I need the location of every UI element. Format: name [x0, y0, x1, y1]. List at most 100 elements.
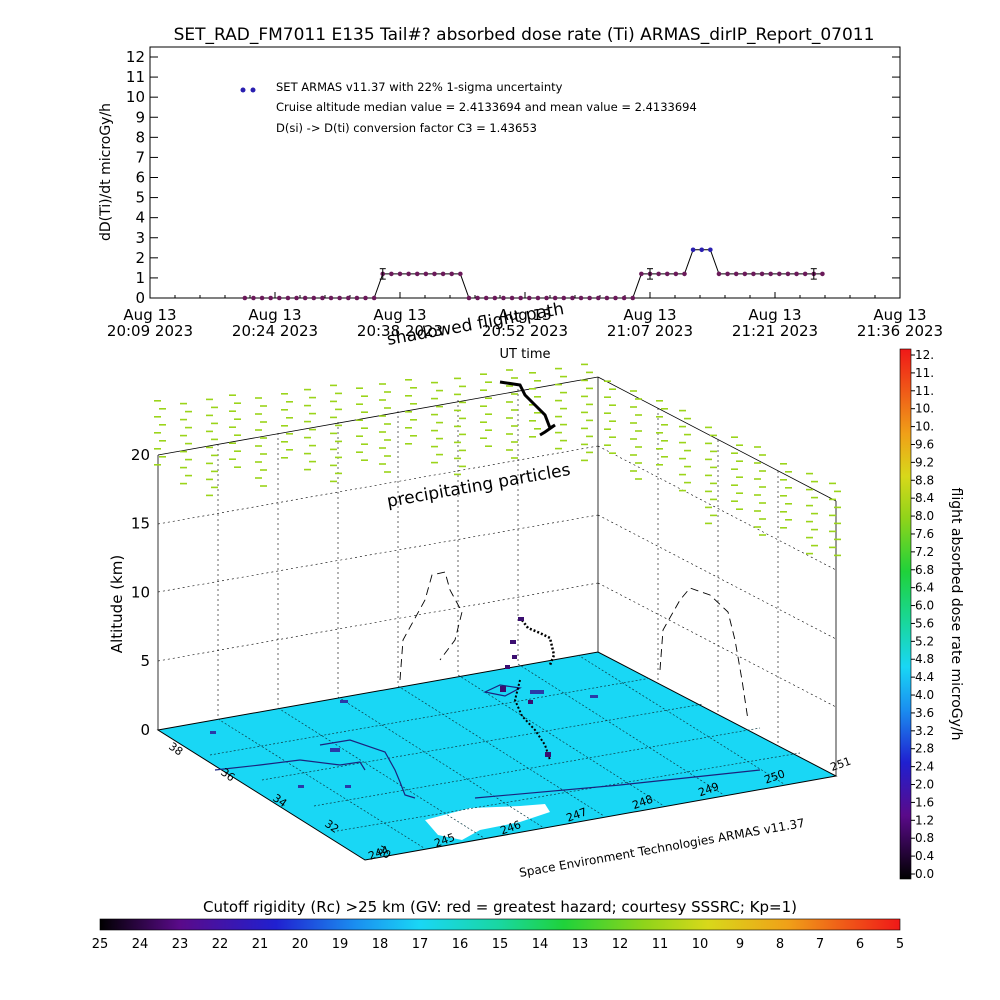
cutoff-colorbar-tick-label: 18 — [372, 937, 389, 952]
particle-mark — [384, 455, 391, 457]
particle-mark — [459, 417, 466, 420]
dose-colorbar-tick-label: 1.6 — [915, 795, 934, 809]
particle-mark — [436, 453, 443, 456]
particle-mark — [154, 432, 161, 434]
particle-mark — [661, 408, 668, 410]
particle-mark — [211, 486, 218, 489]
top-chart-ylabel: dD(Ti)/dt microGy/h — [98, 103, 114, 241]
particle-mark — [410, 403, 417, 405]
particle-mark — [811, 512, 818, 515]
particle-mark — [361, 427, 368, 429]
ground-marks — [210, 690, 598, 788]
dose-colorbar-tick-label: 10. — [915, 402, 934, 416]
top-xtick-label-date: Aug 13 — [748, 306, 801, 324]
particle-mark — [806, 504, 813, 507]
particle-mark — [454, 393, 461, 396]
top-ytick-label: 10 — [126, 88, 145, 106]
particle-mark — [586, 403, 593, 406]
particle-mark — [185, 426, 192, 429]
particle-mark — [405, 395, 412, 397]
particle-mark — [335, 408, 342, 411]
particle-mark — [211, 438, 218, 441]
particle-mark — [356, 403, 363, 405]
particle-mark — [436, 405, 443, 408]
particle-mark — [656, 432, 663, 434]
altitude-tick-label: 0 — [140, 721, 150, 739]
particle-mark — [534, 380, 541, 382]
dose-colorbar-tick-label: 1.2 — [915, 813, 934, 827]
particle-mark — [211, 422, 218, 425]
dose-colorbar-tick-label: 2.4 — [915, 760, 934, 774]
dose-rate-point — [570, 295, 575, 301]
particle-mark — [834, 554, 841, 557]
particle-mark — [260, 437, 267, 439]
particle-mark — [154, 400, 161, 402]
particle-mark — [485, 445, 492, 447]
particle-mark — [255, 445, 262, 447]
particle-mark — [410, 419, 417, 421]
dose-rate-point — [509, 295, 515, 301]
particle-mark — [361, 443, 368, 445]
top-ytick-label: 4 — [135, 209, 145, 227]
particle-mark — [811, 544, 818, 547]
dose-rate-point — [363, 295, 368, 301]
particle-mark — [754, 526, 761, 528]
particle-mark — [260, 485, 267, 487]
dose-rate-point — [397, 271, 403, 277]
particle-mark — [581, 379, 588, 382]
top-xtick-label-time: 20:09 2023 — [107, 322, 193, 340]
particle-mark — [736, 476, 743, 478]
cutoff-colorbar-tick-label: 6 — [856, 937, 864, 952]
particle-mark — [506, 385, 513, 387]
dose-colorbar-tick-label: 2.8 — [915, 742, 934, 756]
top-ytick-label: 3 — [135, 229, 145, 247]
cutoff-colorbar-tick-label: 25 — [92, 937, 109, 952]
particle-mark — [431, 461, 438, 464]
particle-mark — [436, 437, 443, 440]
particle-mark — [229, 458, 236, 460]
dose-rate-point — [311, 295, 317, 301]
particle-mark — [330, 432, 337, 435]
particle-mark — [410, 435, 417, 437]
particle-mark — [705, 442, 712, 445]
particle-mark — [604, 396, 611, 398]
particle-mark — [384, 391, 391, 393]
dose-rate-point — [742, 271, 748, 277]
dose-rate-point — [690, 247, 696, 253]
dose-colorbar-tick-label: 2.0 — [915, 778, 934, 792]
dose-rate-point — [406, 271, 411, 277]
dose-rate-point — [613, 295, 618, 301]
particle-mark — [154, 416, 161, 418]
particle-mark — [304, 452, 311, 455]
dose-rate-point — [518, 295, 523, 301]
particle-mark — [459, 433, 466, 436]
particle-mark — [286, 401, 293, 403]
particle-mark — [511, 409, 518, 411]
particle-mark — [431, 445, 438, 448]
legend-marker-1 — [240, 87, 246, 93]
particle-mark — [534, 396, 541, 398]
particle-mark — [731, 484, 738, 486]
dose-rate-point — [552, 295, 558, 301]
particle-mark — [581, 459, 588, 462]
particle-mark — [656, 464, 663, 466]
particle-mark — [635, 462, 642, 464]
particle-mark — [454, 441, 461, 444]
flight-path-shadows — [399, 571, 749, 721]
dose-rate-point — [449, 271, 455, 277]
particle-mark — [330, 480, 337, 483]
dose-colorbar-tick-label: 5.2 — [915, 634, 934, 648]
particle-mark — [609, 388, 616, 390]
particle-mark — [560, 423, 567, 426]
particle-mark — [609, 436, 616, 438]
particle-mark — [834, 506, 841, 509]
particle-mark — [356, 387, 363, 389]
dose-rate-point — [294, 295, 299, 301]
ground-grid — [209, 654, 801, 849]
particle-mark — [829, 514, 836, 517]
particle-mark — [679, 473, 686, 476]
particle-mark — [705, 522, 712, 525]
particle-mark — [560, 439, 567, 442]
particle-mark — [679, 441, 686, 444]
